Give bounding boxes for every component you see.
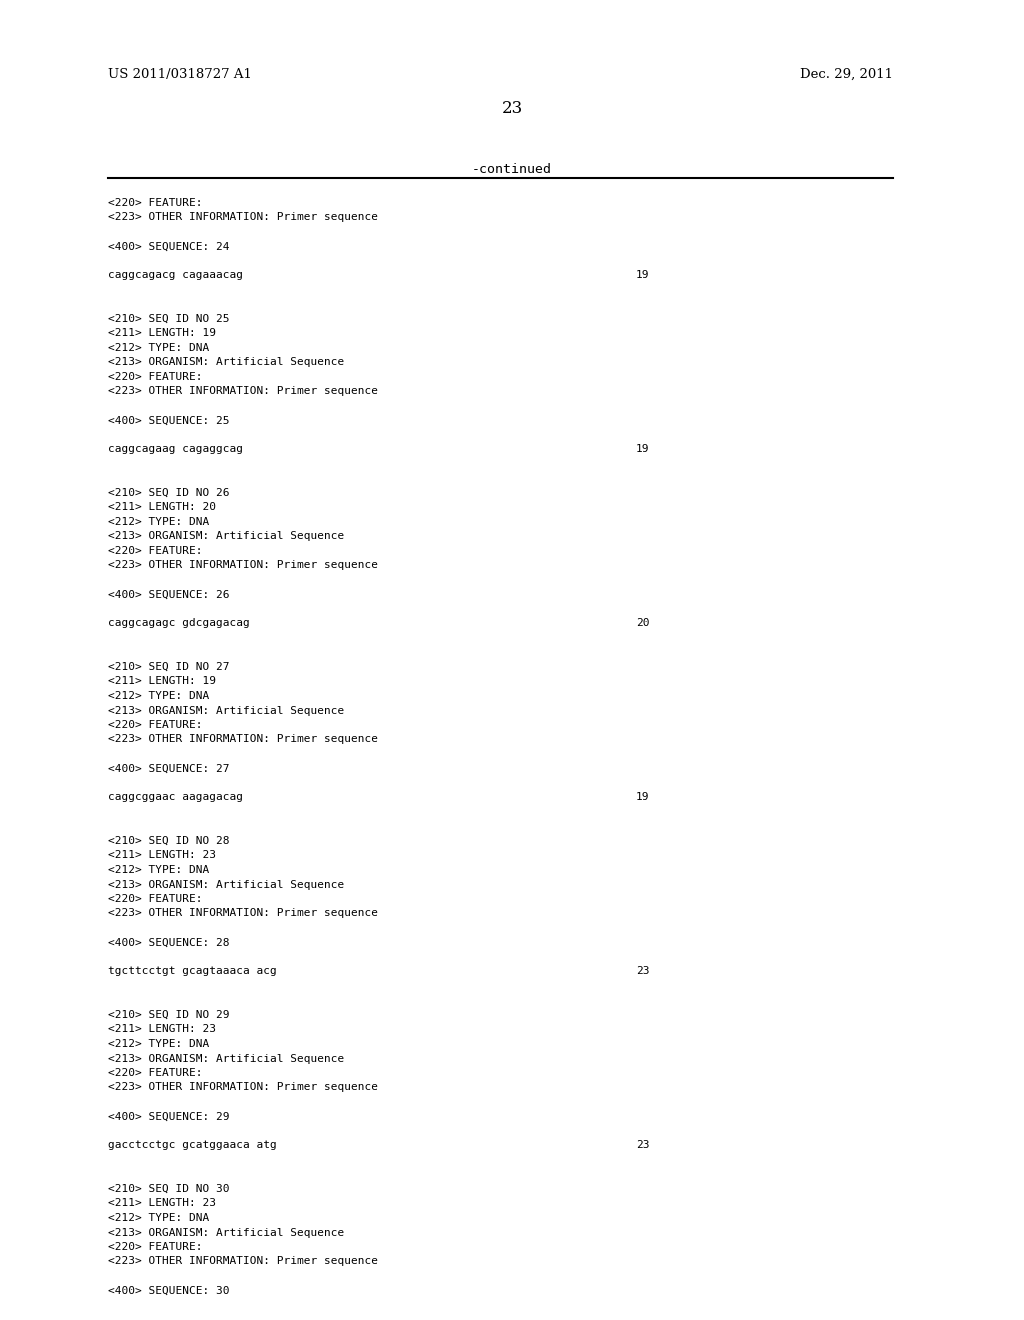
Text: <210> SEQ ID NO 25: <210> SEQ ID NO 25	[108, 314, 229, 323]
Text: <220> FEATURE:: <220> FEATURE:	[108, 894, 203, 904]
Text: <223> OTHER INFORMATION: Primer sequence: <223> OTHER INFORMATION: Primer sequence	[108, 213, 378, 223]
Text: 19: 19	[636, 792, 649, 803]
Text: <223> OTHER INFORMATION: Primer sequence: <223> OTHER INFORMATION: Primer sequence	[108, 734, 378, 744]
Text: caggcagacg cagaaacag: caggcagacg cagaaacag	[108, 271, 243, 281]
Text: <400> SEQUENCE: 25: <400> SEQUENCE: 25	[108, 416, 229, 425]
Text: <223> OTHER INFORMATION: Primer sequence: <223> OTHER INFORMATION: Primer sequence	[108, 561, 378, 570]
Text: <400> SEQUENCE: 28: <400> SEQUENCE: 28	[108, 937, 229, 948]
Text: <211> LENGTH: 23: <211> LENGTH: 23	[108, 850, 216, 861]
Text: <212> TYPE: DNA: <212> TYPE: DNA	[108, 517, 209, 527]
Text: <212> TYPE: DNA: <212> TYPE: DNA	[108, 865, 209, 875]
Text: <223> OTHER INFORMATION: Primer sequence: <223> OTHER INFORMATION: Primer sequence	[108, 1257, 378, 1266]
Text: <211> LENGTH: 23: <211> LENGTH: 23	[108, 1024, 216, 1035]
Text: <220> FEATURE:: <220> FEATURE:	[108, 546, 203, 556]
Text: <220> FEATURE:: <220> FEATURE:	[108, 372, 203, 381]
Text: <211> LENGTH: 19: <211> LENGTH: 19	[108, 329, 216, 338]
Text: <212> TYPE: DNA: <212> TYPE: DNA	[108, 1039, 209, 1049]
Text: <223> OTHER INFORMATION: Primer sequence: <223> OTHER INFORMATION: Primer sequence	[108, 387, 378, 396]
Text: caggcagagc gdcgagacag: caggcagagc gdcgagacag	[108, 619, 250, 628]
Text: 23: 23	[636, 1140, 649, 1151]
Text: caggcggaac aagagacag: caggcggaac aagagacag	[108, 792, 243, 803]
Text: tgcttcctgt gcagtaaaca acg: tgcttcctgt gcagtaaaca acg	[108, 966, 276, 977]
Text: <211> LENGTH: 20: <211> LENGTH: 20	[108, 503, 216, 512]
Text: <220> FEATURE:: <220> FEATURE:	[108, 198, 203, 209]
Text: <213> ORGANISM: Artificial Sequence: <213> ORGANISM: Artificial Sequence	[108, 879, 344, 890]
Text: <212> TYPE: DNA: <212> TYPE: DNA	[108, 1213, 209, 1224]
Text: <210> SEQ ID NO 29: <210> SEQ ID NO 29	[108, 1010, 229, 1020]
Text: <212> TYPE: DNA: <212> TYPE: DNA	[108, 343, 209, 352]
Text: caggcagaag cagaggcag: caggcagaag cagaggcag	[108, 445, 243, 454]
Text: <213> ORGANISM: Artificial Sequence: <213> ORGANISM: Artificial Sequence	[108, 1228, 344, 1238]
Text: <211> LENGTH: 23: <211> LENGTH: 23	[108, 1199, 216, 1209]
Text: gacctcctgc gcatggaaca atg: gacctcctgc gcatggaaca atg	[108, 1140, 276, 1151]
Text: <400> SEQUENCE: 26: <400> SEQUENCE: 26	[108, 590, 229, 599]
Text: Dec. 29, 2011: Dec. 29, 2011	[800, 69, 893, 81]
Text: <400> SEQUENCE: 24: <400> SEQUENCE: 24	[108, 242, 229, 252]
Text: <210> SEQ ID NO 27: <210> SEQ ID NO 27	[108, 663, 229, 672]
Text: <210> SEQ ID NO 30: <210> SEQ ID NO 30	[108, 1184, 229, 1195]
Text: <220> FEATURE:: <220> FEATURE:	[108, 719, 203, 730]
Text: 19: 19	[636, 445, 649, 454]
Text: <211> LENGTH: 19: <211> LENGTH: 19	[108, 676, 216, 686]
Text: <400> SEQUENCE: 29: <400> SEQUENCE: 29	[108, 1111, 229, 1122]
Text: <220> FEATURE:: <220> FEATURE:	[108, 1242, 203, 1251]
Text: 23: 23	[502, 100, 522, 117]
Text: <210> SEQ ID NO 28: <210> SEQ ID NO 28	[108, 836, 229, 846]
Text: US 2011/0318727 A1: US 2011/0318727 A1	[108, 69, 252, 81]
Text: <212> TYPE: DNA: <212> TYPE: DNA	[108, 690, 209, 701]
Text: 20: 20	[636, 619, 649, 628]
Text: <213> ORGANISM: Artificial Sequence: <213> ORGANISM: Artificial Sequence	[108, 358, 344, 367]
Text: <210> SEQ ID NO 26: <210> SEQ ID NO 26	[108, 488, 229, 498]
Text: 19: 19	[636, 271, 649, 281]
Text: <220> FEATURE:: <220> FEATURE:	[108, 1068, 203, 1078]
Text: <213> ORGANISM: Artificial Sequence: <213> ORGANISM: Artificial Sequence	[108, 1053, 344, 1064]
Text: <213> ORGANISM: Artificial Sequence: <213> ORGANISM: Artificial Sequence	[108, 705, 344, 715]
Text: <213> ORGANISM: Artificial Sequence: <213> ORGANISM: Artificial Sequence	[108, 532, 344, 541]
Text: <223> OTHER INFORMATION: Primer sequence: <223> OTHER INFORMATION: Primer sequence	[108, 1082, 378, 1093]
Text: <223> OTHER INFORMATION: Primer sequence: <223> OTHER INFORMATION: Primer sequence	[108, 908, 378, 919]
Text: <400> SEQUENCE: 27: <400> SEQUENCE: 27	[108, 763, 229, 774]
Text: <400> SEQUENCE: 30: <400> SEQUENCE: 30	[108, 1286, 229, 1295]
Text: -continued: -continued	[472, 162, 552, 176]
Text: 23: 23	[636, 966, 649, 977]
